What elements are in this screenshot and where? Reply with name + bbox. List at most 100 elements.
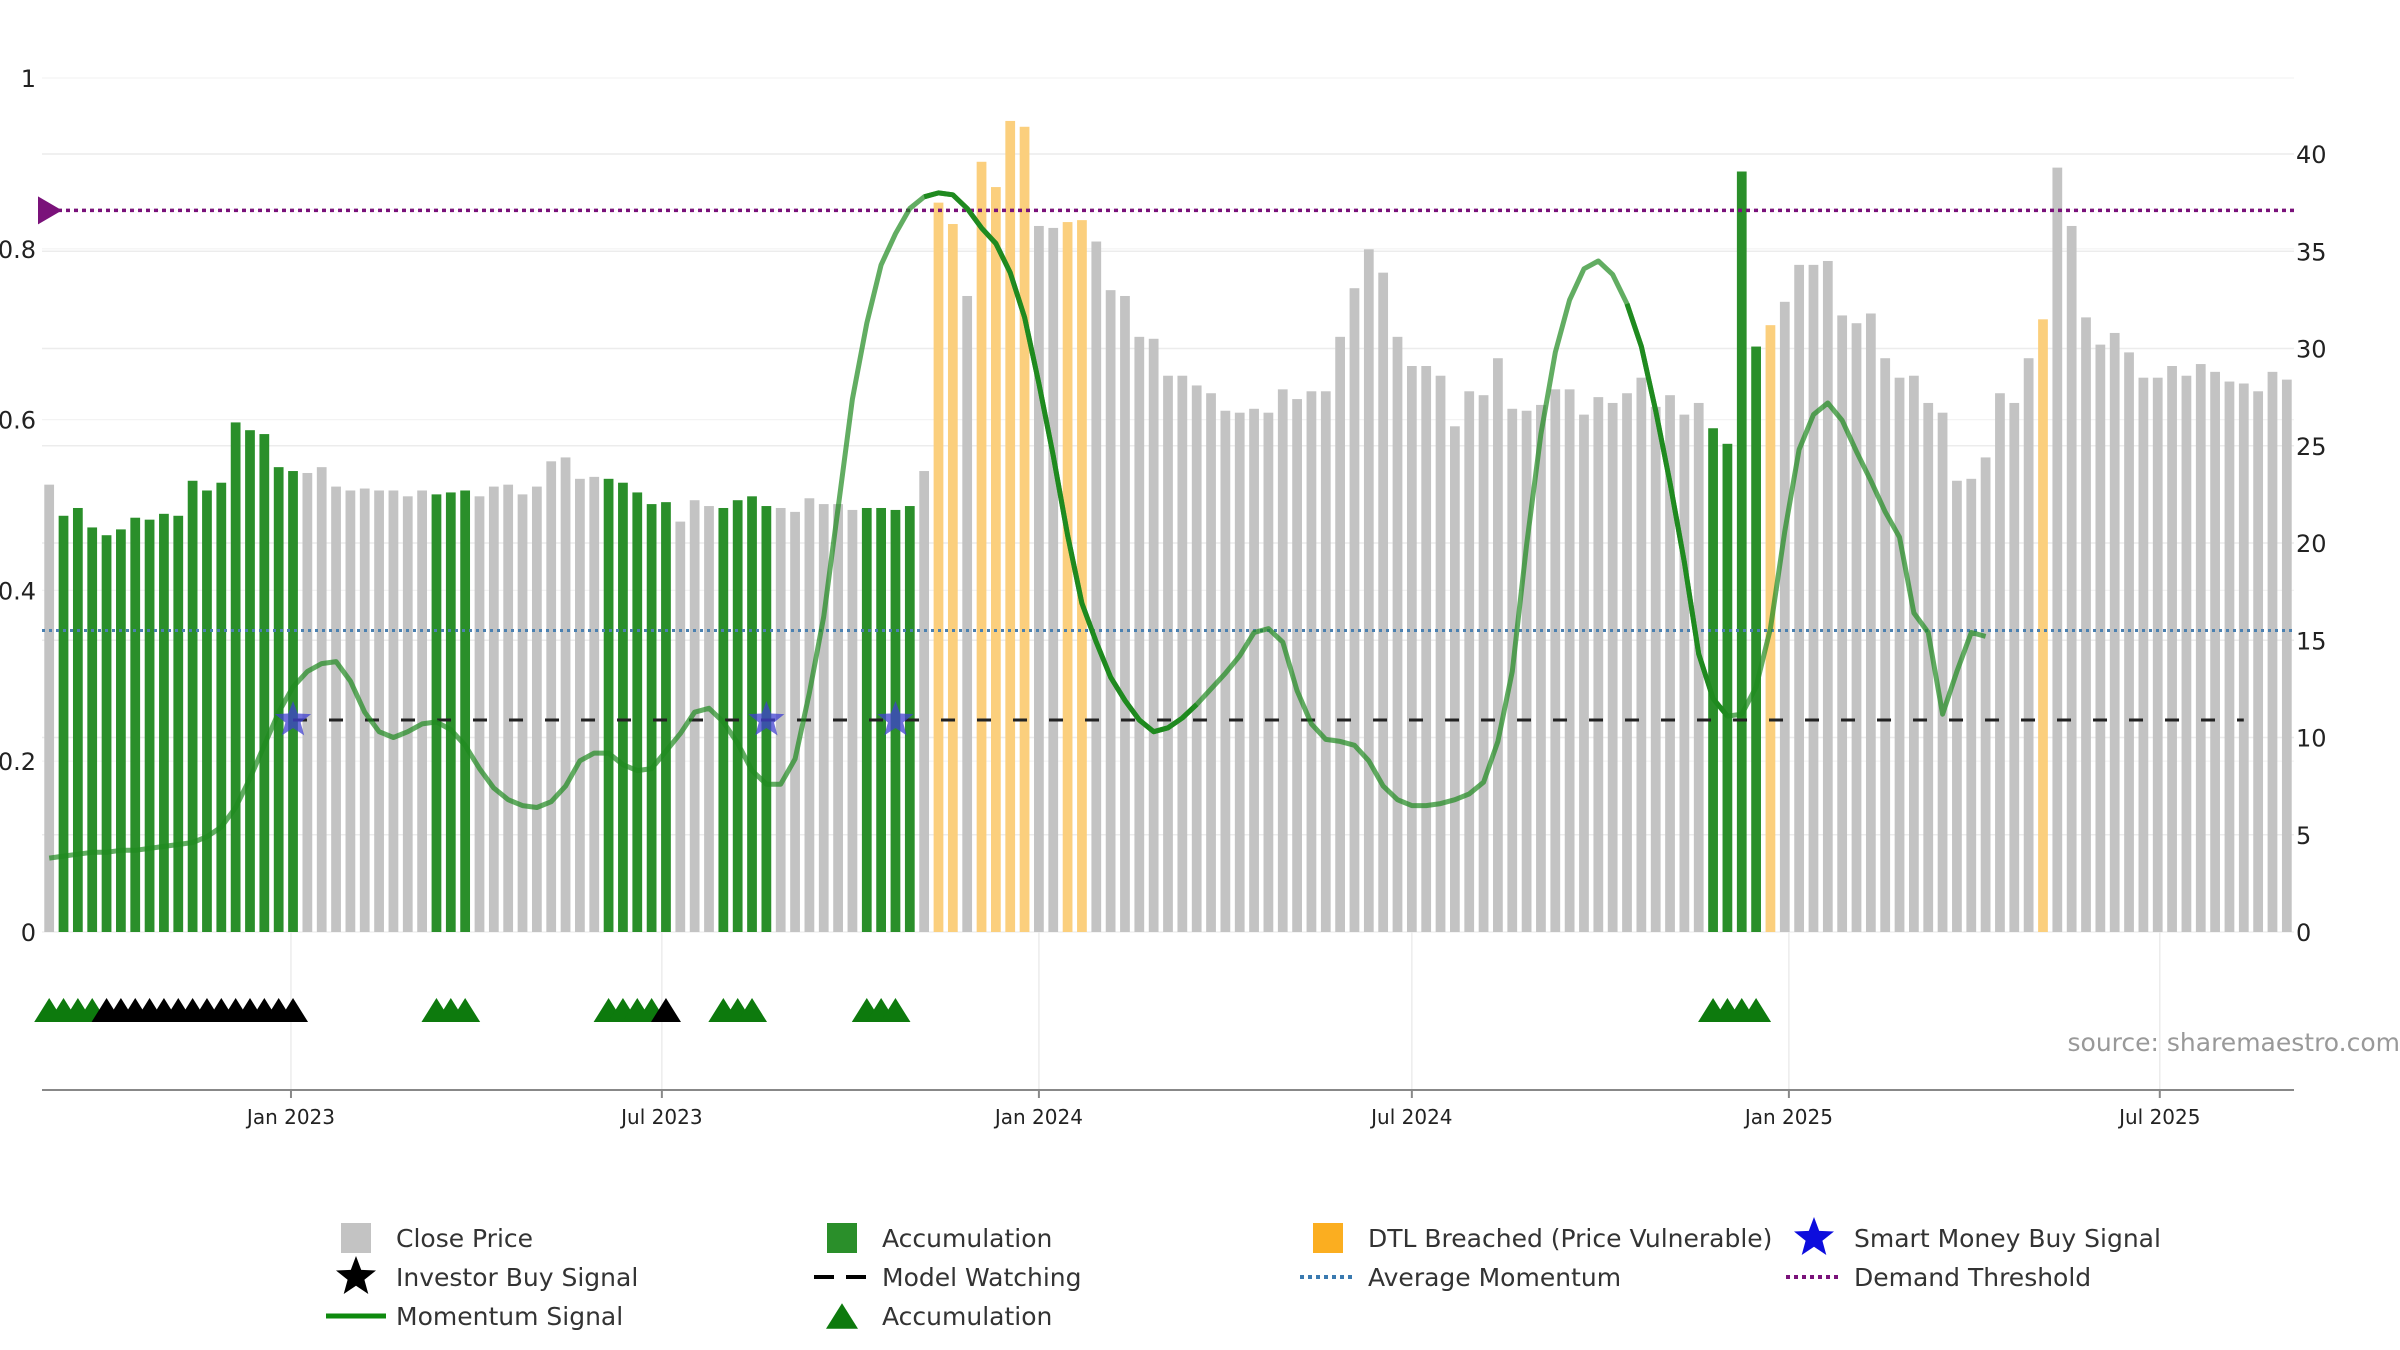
- bar-close: [2195, 364, 2206, 932]
- bar-accumulation: [661, 502, 671, 932]
- bar-close: [2066, 225, 2077, 933]
- bar-accumulation: [130, 517, 141, 932]
- bar-accumulation: [72, 507, 83, 932]
- right-tick-label: 20: [2296, 530, 2327, 558]
- legend-label: Accumulation: [882, 1224, 1052, 1253]
- bar-close: [345, 490, 356, 932]
- momentum-signal-bold: [923, 190, 1199, 735]
- bar-close: [1464, 391, 1475, 932]
- bar-close: [1206, 393, 1216, 932]
- bar-close: [503, 484, 514, 932]
- investor-signal: [650, 998, 681, 1022]
- left-tick-label: 0.8: [0, 236, 36, 264]
- source-label: source: sharemaestro.com: [2068, 1028, 2400, 1057]
- bar-accumulation: [87, 527, 98, 932]
- bar-close: [1363, 249, 1374, 932]
- bar-accumulation: [632, 492, 643, 932]
- bar-close: [833, 504, 843, 932]
- bar-accumulation: [646, 504, 657, 932]
- bar-accumulation: [861, 507, 872, 932]
- bar-accumulation: [445, 492, 456, 932]
- bar-close: [1349, 288, 1360, 933]
- bar-dtl: [976, 161, 987, 932]
- signal-lines: [38, 190, 2294, 861]
- bar-accumulation: [173, 515, 184, 932]
- bar-close: [388, 490, 399, 932]
- bar-close: [1435, 375, 1446, 933]
- bar-close: [1191, 385, 1202, 933]
- bar-close: [2095, 344, 2106, 932]
- bar-close: [1880, 358, 1891, 933]
- x-tick-label: Jul 2024: [1369, 1105, 1452, 1129]
- bar-close: [517, 494, 528, 932]
- bar-close: [2224, 381, 2235, 932]
- legend-square: [341, 1223, 371, 1253]
- bar-close: [1335, 336, 1346, 933]
- bar-dtl: [1005, 120, 1016, 932]
- bar-close: [1478, 395, 1489, 932]
- bar-close: [575, 478, 585, 932]
- bar-close: [1406, 366, 1417, 932]
- bar-close: [2281, 379, 2292, 932]
- bar-accumulation: [1751, 346, 1761, 932]
- bar-close: [1163, 375, 1173, 933]
- bar-close: [1579, 414, 1589, 932]
- legend-square: [1313, 1223, 1343, 1253]
- bar-close: [1894, 377, 1905, 932]
- bar-close: [1952, 480, 1962, 932]
- investor-signal: [278, 998, 309, 1022]
- right-tick-label: 25: [2296, 433, 2327, 461]
- bar-dtl: [1019, 126, 1030, 932]
- bar-accumulation: [460, 490, 471, 932]
- bar-close: [1980, 457, 1991, 932]
- bar-close: [1493, 358, 1503, 933]
- legend-label: Demand Threshold: [1854, 1263, 2091, 1292]
- x-axis: Jan 2023 Jul 2023 Jan 2024 Jul 2024 Jan 2025…: [42, 1089, 2294, 1129]
- left-axis: 0 0.2 0.4 0.6 0.8 1: [0, 65, 36, 947]
- left-tick-label: 0: [21, 919, 36, 947]
- bar-close: [1995, 393, 2005, 932]
- bar-accumulation: [618, 482, 628, 932]
- bar-close: [1177, 375, 1188, 933]
- bar-close: [2152, 377, 2163, 932]
- bar-close: [560, 457, 571, 932]
- bar-accumulation: [1722, 443, 1733, 932]
- bar-close: [1593, 397, 1604, 932]
- bar-close: [1148, 338, 1159, 932]
- bar-close: [1091, 241, 1102, 932]
- bar-close: [1607, 402, 1618, 933]
- legend-label: Smart Money Buy Signal: [1854, 1224, 2161, 1253]
- bar-accumulation: [101, 535, 112, 932]
- bar-close: [531, 486, 542, 932]
- smart-money-signal: [877, 701, 914, 736]
- bar-close: [1450, 426, 1460, 932]
- bar-close: [374, 490, 384, 932]
- bar-accumulation: [216, 482, 227, 932]
- bar-dtl: [947, 224, 958, 932]
- accumulation-marker: [450, 998, 481, 1022]
- bar-accumulation: [245, 430, 255, 932]
- signal-markers: [34, 701, 1772, 1022]
- bar-accumulation: [1708, 428, 1718, 932]
- bar-accumulation: [732, 500, 743, 932]
- bar-close: [1292, 399, 1302, 932]
- bar-close: [1234, 412, 1245, 932]
- bar-close: [2267, 371, 2278, 933]
- bar-close: [2109, 332, 2120, 932]
- bar-accumulation: [431, 494, 442, 932]
- legend-label: Momentum Signal: [396, 1302, 623, 1331]
- bar-close: [2210, 371, 2220, 933]
- right-tick-label: 5: [2296, 822, 2311, 850]
- bar-close: [1105, 290, 1116, 932]
- bar-close: [1851, 323, 1862, 933]
- bar-close: [1277, 389, 1288, 933]
- legend-label: DTL Breached (Price Vulnerable): [1368, 1224, 1772, 1253]
- bar-close: [2181, 375, 2192, 933]
- left-tick-label: 0.2: [0, 748, 36, 776]
- bar-close: [1521, 410, 1532, 932]
- bar-close: [1392, 336, 1403, 933]
- price-bars: [44, 120, 2292, 933]
- accumulation-marker: [737, 998, 768, 1022]
- legend-label: Model Watching: [882, 1263, 1082, 1292]
- accumulation-marker: [880, 998, 911, 1022]
